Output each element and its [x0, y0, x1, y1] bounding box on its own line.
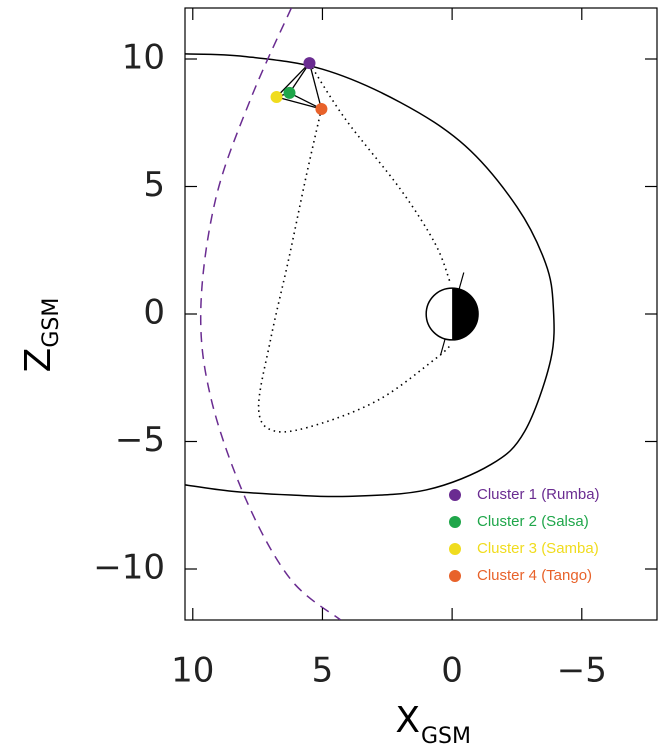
y-tick-label: −10 — [93, 548, 165, 588]
y-tick-label: −5 — [115, 420, 165, 460]
y-axis-label-main: Z — [18, 348, 59, 373]
spacecraft-point — [283, 86, 296, 99]
spacecraft-point — [303, 57, 316, 70]
x-axis-label-sub: GSM — [421, 724, 471, 749]
legend-label: Cluster 2 (Salsa) — [477, 513, 589, 530]
earth-night — [452, 288, 479, 340]
x-tick-label: 5 — [312, 651, 334, 691]
x-axis-label: X — [395, 700, 420, 741]
legend-label: Cluster 1 (Rumba) — [477, 486, 600, 503]
spacecraft-point — [270, 90, 283, 103]
curve-solid — [185, 53, 555, 498]
spacecraft-point — [315, 102, 328, 115]
tetrahedron-edge — [276, 62, 310, 98]
legend-marker — [449, 516, 461, 528]
curve-dotted — [257, 62, 451, 433]
legend-marker — [449, 489, 461, 501]
curves — [185, 8, 555, 620]
x-tick-label: −5 — [557, 651, 607, 691]
y-axis-label: ZGSM — [18, 298, 64, 373]
y-tick-label: 10 — [122, 38, 165, 78]
tetrahedron-edge — [276, 96, 322, 110]
y-tick-label: 0 — [143, 293, 165, 333]
legend-marker — [449, 570, 461, 582]
legend-marker — [449, 543, 461, 555]
x-tick-label: 10 — [171, 651, 214, 691]
y-tick-label: 5 — [143, 165, 165, 205]
curve-dashed — [199, 8, 342, 620]
tetrahedron-edge — [308, 62, 323, 110]
y-axis-label-sub: GSM — [39, 298, 64, 348]
legend-label: Cluster 3 (Samba) — [477, 540, 599, 557]
legend-label: Cluster 4 (Tango) — [477, 567, 592, 584]
x-tick-label: 0 — [441, 651, 463, 691]
